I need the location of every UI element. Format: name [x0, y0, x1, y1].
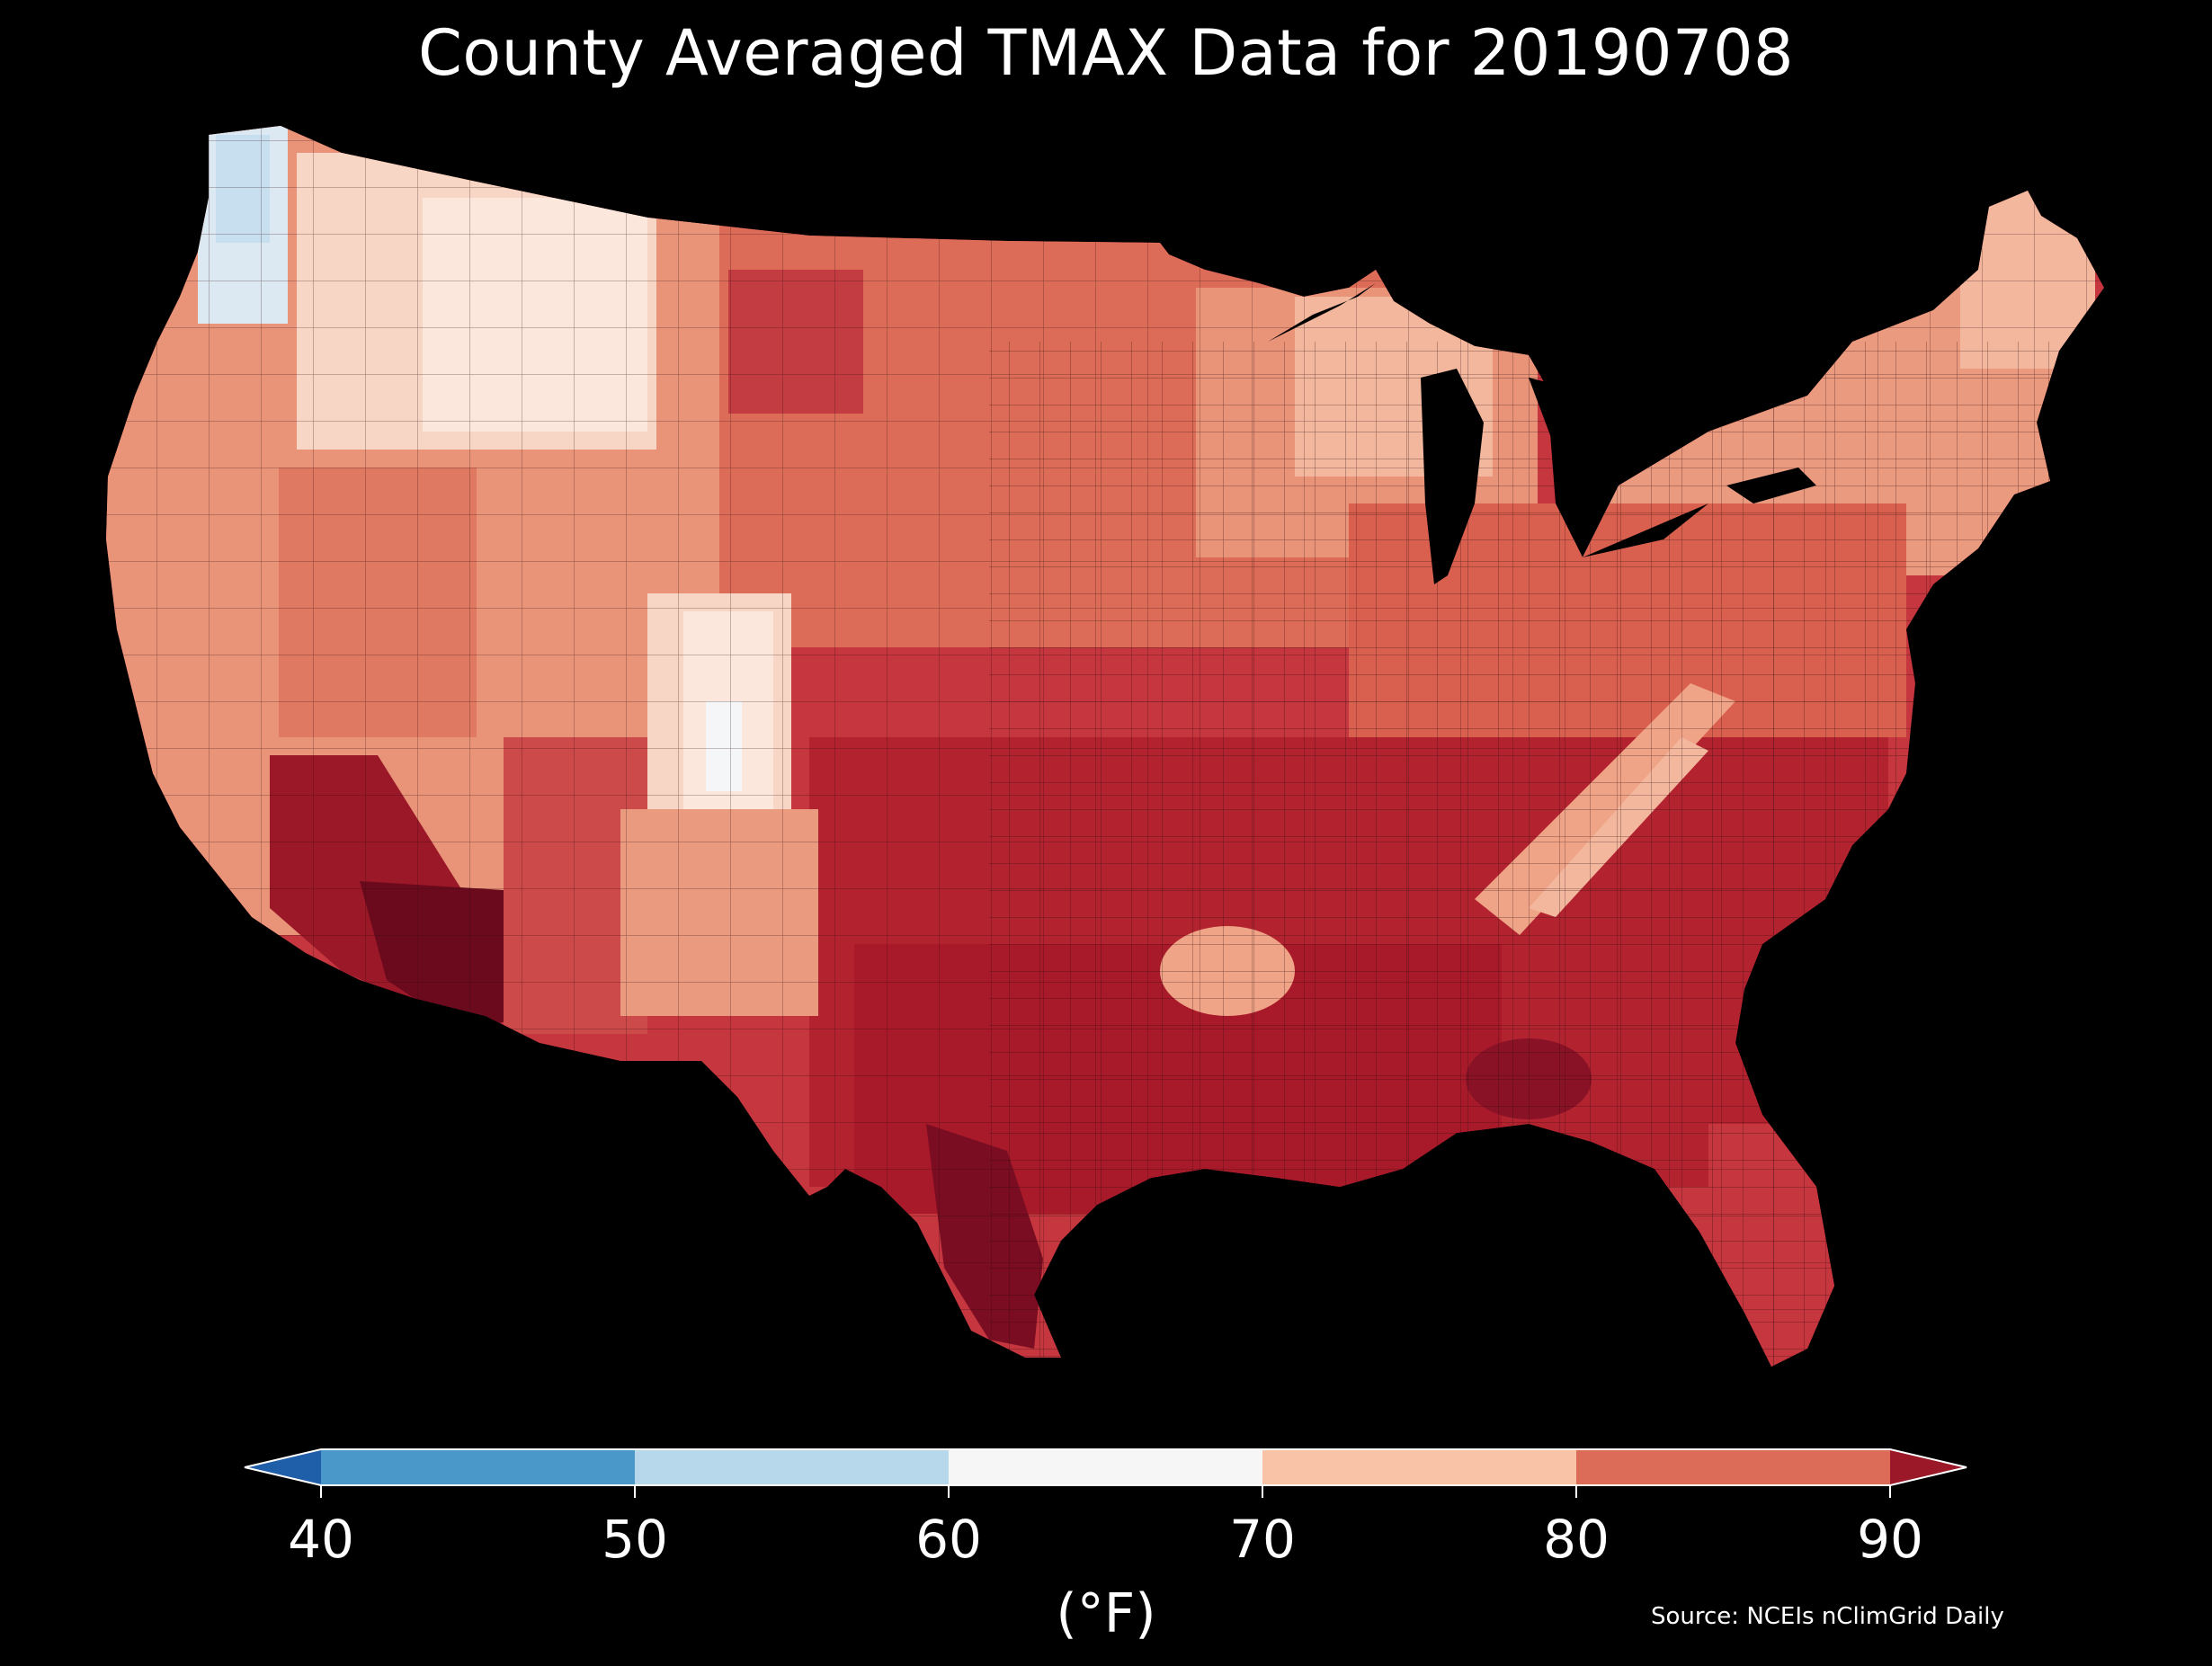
colorbar-tick-label: 70: [1229, 1509, 1296, 1570]
colorbar-segment-60-70: [949, 1449, 1263, 1485]
colorbar-tick-label: 50: [602, 1509, 668, 1570]
colorbar-segment-40-50: [321, 1449, 636, 1485]
colorbar-units-label: (°F): [1056, 1582, 1156, 1645]
colorbar-tick-label: 60: [915, 1509, 982, 1570]
colorbar-extend-high: [1890, 1449, 1967, 1485]
colorbar-segment-50-60: [635, 1449, 950, 1485]
colorbar-tick-label: 80: [1543, 1509, 1610, 1570]
great-lakes: [1268, 283, 1816, 584]
source-credit: Source: NCEIs nClimGrid Daily: [1651, 1603, 2004, 1630]
colorbar-extend-low: [245, 1449, 321, 1485]
colorbar-segment-80-90: [1576, 1449, 1891, 1485]
colorbar-tick-label: 90: [1857, 1509, 1923, 1570]
colorbar-tick-label: 40: [288, 1509, 354, 1570]
map-title: County Averaged TMAX Data for 20190708: [417, 16, 1795, 90]
colorbar-segment-70-80: [1262, 1449, 1577, 1485]
